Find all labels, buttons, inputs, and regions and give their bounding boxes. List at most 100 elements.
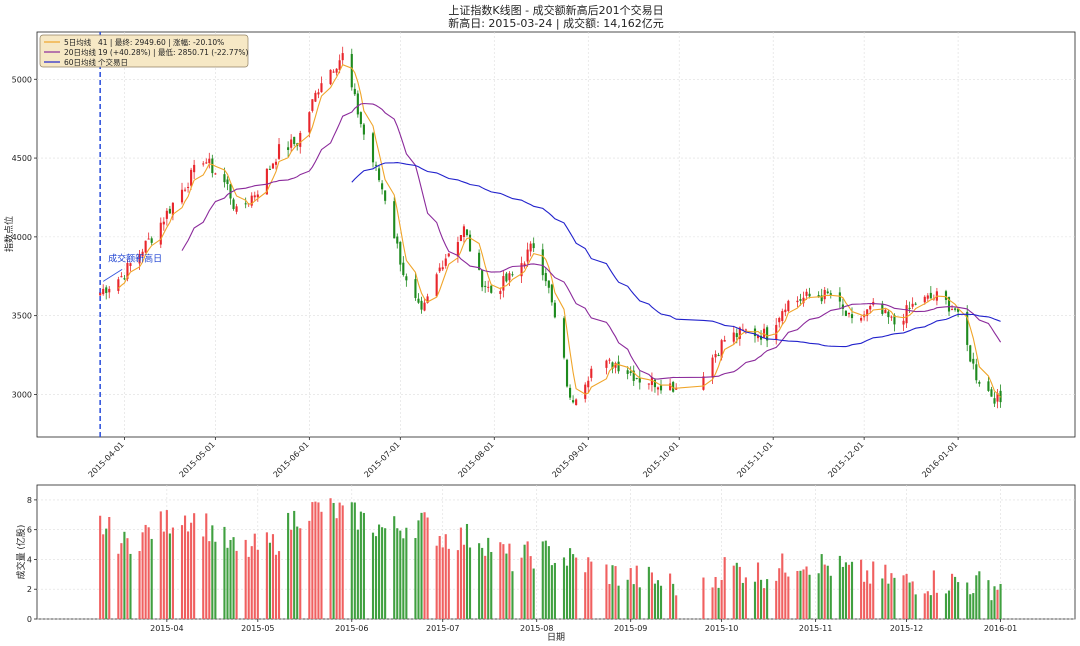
volume-bar (138, 551, 141, 619)
info-box (39, 34, 249, 68)
candle-body (190, 169, 193, 186)
volume-bar (183, 515, 187, 619)
candle-body (335, 68, 338, 73)
volume-bar (402, 538, 405, 619)
volume-y-tick-label: 8 (27, 496, 32, 505)
volume-bar (499, 542, 502, 619)
volume-bar (317, 502, 320, 619)
candle-body (887, 311, 890, 318)
volume-bar (235, 550, 238, 619)
volume-bar (362, 512, 365, 619)
volume-bar (929, 595, 932, 619)
volume-bar (311, 502, 314, 619)
volume-bar (890, 573, 893, 619)
volume-bar (502, 544, 505, 619)
annotation-label: 成交额新高日 (108, 252, 162, 264)
volume-bar (308, 520, 311, 619)
volume-bar (465, 523, 469, 619)
candle-body (414, 279, 417, 298)
volume-bar (244, 539, 247, 619)
volume-bar (350, 502, 353, 619)
volume-bar (359, 511, 362, 619)
volume-bar (384, 528, 387, 619)
candle-body (529, 243, 532, 252)
volume-bar (987, 580, 990, 619)
candle-body (371, 133, 375, 163)
volume-x-ticks: 2015-04 2015-05 2015-06 2015-07 2015-08 2015-… (150, 619, 1017, 633)
candle-body (820, 295, 823, 302)
candle-body (532, 243, 535, 249)
candle-body (378, 168, 381, 181)
candle-body (808, 293, 811, 297)
candle-body (617, 361, 620, 372)
candle-body (926, 295, 929, 299)
volume-bar (484, 555, 487, 619)
candle-body (523, 263, 526, 267)
candle-body (211, 158, 214, 174)
candle-body (462, 226, 466, 237)
candle-body (860, 317, 863, 321)
candle-body (544, 273, 547, 282)
volume-x-tick-label: 2015-05 (241, 624, 274, 633)
volume-bar (508, 543, 511, 619)
volume-bar (847, 564, 851, 619)
candle-body (669, 383, 672, 391)
volume-bar (887, 583, 890, 619)
chart-title-line1: 上证指数K线图 - 成交额新高后201个交易日 (448, 3, 663, 17)
candle-body (423, 302, 426, 311)
volume-x-tick-label: 2015-08 (520, 624, 553, 633)
info-box-line: 个交易日 (98, 57, 128, 67)
candle-body (562, 318, 566, 358)
volume-x-tick-label: 2015-06 (335, 624, 368, 633)
volume-bar (165, 510, 168, 619)
volume-bar (332, 502, 335, 619)
candle-body (914, 303, 917, 305)
candle-body (374, 164, 378, 166)
candle-body (978, 381, 981, 384)
candle-body (672, 382, 675, 392)
volume-bar (120, 543, 123, 619)
volume-bar (490, 551, 493, 619)
volume-bar (529, 556, 532, 619)
volume-bar (229, 539, 232, 619)
candle-body (847, 312, 851, 315)
candle-body (553, 302, 556, 318)
volume-bar (459, 527, 462, 619)
candle-body (441, 267, 444, 270)
volume-bar (123, 531, 126, 619)
volume-bar (253, 533, 256, 619)
volume-bar (881, 578, 884, 619)
volume-bar (526, 541, 529, 619)
volume-bar (523, 544, 526, 619)
candle-body (996, 393, 999, 402)
volume-bar (117, 553, 120, 619)
volume-bar (420, 512, 423, 619)
volume-bar (374, 536, 378, 619)
candle-body (499, 291, 502, 294)
volume-bar (296, 526, 299, 619)
volume-bar (562, 557, 566, 619)
volume-bar (735, 562, 738, 619)
candle-body (944, 291, 948, 300)
candle-body (447, 253, 450, 257)
candle-body (841, 304, 844, 309)
candle-body (826, 291, 829, 294)
candle-body (320, 83, 323, 93)
candle-body (226, 179, 229, 184)
volume-bar (532, 568, 535, 619)
candle-body (159, 222, 162, 245)
candle-body (287, 147, 290, 150)
candle-body (232, 199, 235, 209)
candle-body (635, 377, 638, 379)
candle-body (250, 195, 253, 206)
info-box-line: 19 (+40.28%) | 最低: 2850.71 (-22.77%) (98, 47, 248, 57)
candle-body (384, 190, 387, 201)
volume-bar (356, 529, 359, 619)
candle-body (838, 292, 841, 302)
candle-body (656, 387, 660, 390)
volume-bar (290, 529, 293, 619)
candle-body (144, 240, 147, 253)
volume-y-ticks: 0 2 4 6 8 (27, 496, 37, 624)
volume-y-tick-label: 4 (27, 555, 32, 564)
candle-body (611, 362, 614, 369)
